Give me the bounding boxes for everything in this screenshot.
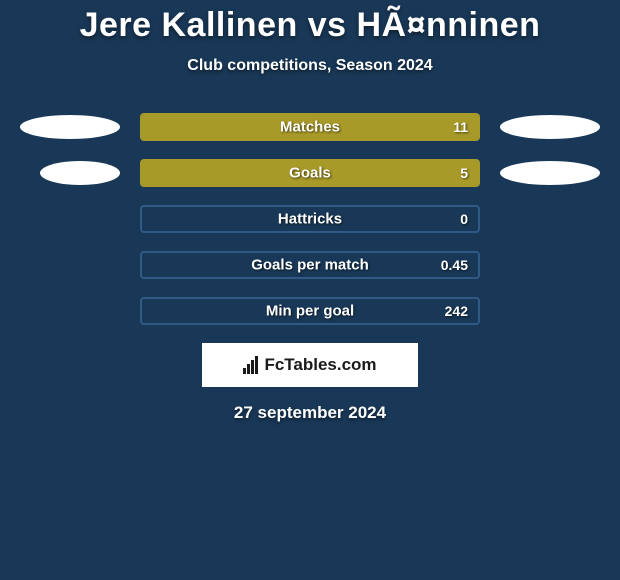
stat-label: Goals: [289, 165, 331, 182]
logo-box[interactable]: FcTables.com: [202, 343, 418, 387]
stat-value: 0.45: [441, 257, 468, 273]
stat-bar: Goals per match 0.45: [140, 251, 480, 279]
stat-rows: Matches 11 Goals 5 Hattricks 0 Goals per match…: [0, 113, 620, 325]
ellipse-icon: [500, 115, 600, 139]
stat-bar: Min per goal 242: [140, 297, 480, 325]
logo-text: FcTables.com: [264, 355, 376, 375]
stat-row: Min per goal 242: [0, 297, 620, 325]
stat-value: 11: [453, 119, 468, 135]
left-side: [20, 161, 120, 185]
stat-row: Hattricks 0: [0, 205, 620, 233]
stat-row: Goals per match 0.45: [0, 251, 620, 279]
comparison-infographic: Jere Kallinen vs HÃ¤nninen Club competit…: [0, 0, 620, 423]
stat-bar: Matches 11: [140, 113, 480, 141]
subtitle: Club competitions, Season 2024: [0, 57, 620, 75]
ellipse-icon: [40, 161, 120, 185]
right-side: [500, 161, 600, 185]
stat-row: Goals 5: [0, 159, 620, 187]
stat-label: Hattricks: [278, 211, 342, 228]
stat-label: Matches: [280, 119, 340, 136]
stat-value: 0: [460, 211, 468, 227]
stat-row: Matches 11: [0, 113, 620, 141]
stat-value: 242: [445, 303, 468, 319]
bar-chart-icon: [243, 356, 258, 374]
right-side: [500, 115, 600, 139]
stat-bar: Goals 5: [140, 159, 480, 187]
page-title: Jere Kallinen vs HÃ¤nninen: [0, 6, 620, 45]
stat-label: Min per goal: [266, 303, 354, 320]
stat-value: 5: [460, 165, 468, 181]
ellipse-icon: [500, 161, 600, 185]
ellipse-icon: [20, 115, 120, 139]
left-side: [20, 115, 120, 139]
date-label: 27 september 2024: [0, 403, 620, 423]
stat-bar: Hattricks 0: [140, 205, 480, 233]
stat-label: Goals per match: [251, 257, 369, 274]
